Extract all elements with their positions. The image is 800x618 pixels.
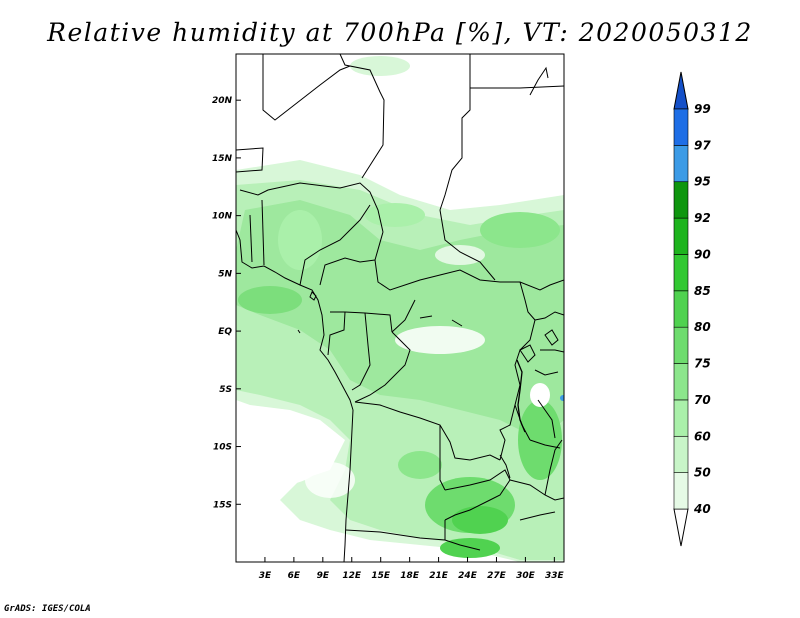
y-tick-label: EQ	[218, 327, 232, 337]
humidity-field	[236, 54, 564, 562]
x-tick-label: 33E	[545, 571, 565, 581]
x-axis-ticks: 3E 6E 9E 12E 15E 18E 21E 24E 27E 30E 33E	[259, 557, 565, 581]
map-title: Relative humidity at 700hPa [%], VT: 202…	[47, 18, 753, 47]
x-tick-label: 18E	[400, 571, 420, 581]
colorbar-segment	[673, 435, 689, 473]
colorbar-segment	[673, 472, 689, 510]
colorbar-label: 75	[694, 357, 711, 371]
colorbar-label: 92	[694, 211, 711, 225]
colorbar-label: 60	[694, 429, 711, 443]
x-tick-label: 30E	[516, 571, 536, 581]
colorbar-segment	[673, 399, 689, 437]
colorbar-over-triangle	[673, 71, 689, 110]
y-tick-label: 15N	[212, 154, 233, 164]
colorbar-segment	[673, 108, 689, 146]
colorbar: 40 50 60 70 75 80 85 90 92 95 97 99	[673, 71, 711, 547]
x-tick-label: 9E	[317, 571, 330, 581]
colorbar-segment	[673, 217, 689, 255]
y-tick-label: 10S	[213, 443, 232, 453]
colorbar-label: 97	[694, 138, 711, 152]
colorbar-label: 70	[694, 393, 711, 407]
colorbar-segment	[673, 145, 689, 183]
colorbar-label: 40	[693, 502, 711, 516]
colorbar-label: 95	[694, 175, 711, 189]
colorbar-label: 99	[694, 102, 711, 116]
y-tick-label: 10N	[212, 212, 233, 222]
colorbar-label: 85	[694, 284, 711, 298]
colorbar-label: 80	[694, 320, 711, 334]
colorbar-segment	[673, 363, 689, 401]
colorbar-segment	[673, 326, 689, 364]
x-tick-label: 24E	[458, 571, 478, 581]
map-frame	[235, 53, 565, 563]
y-axis-ticks: 20N 15N 10N 5N EQ 5S 10S 15S	[212, 96, 241, 510]
x-tick-label: 6E	[288, 571, 301, 581]
country-borders	[236, 54, 564, 562]
x-tick-label: 3E	[259, 571, 272, 581]
x-tick-label: 21E	[429, 571, 449, 581]
colorbar-segment	[673, 254, 689, 292]
colorbar-segment	[673, 290, 689, 328]
y-tick-label: 15S	[213, 500, 232, 510]
x-tick-label: 12E	[342, 571, 362, 581]
x-tick-label: 27E	[487, 571, 507, 581]
colorbar-label: 90	[694, 247, 711, 261]
colorbar-label: 50	[694, 466, 711, 480]
y-tick-label: 5N	[218, 269, 232, 279]
y-tick-label: 20N	[212, 96, 233, 106]
grads-credit: GrADS: IGES/COLA	[4, 604, 91, 614]
y-tick-label: 5S	[219, 385, 232, 395]
x-tick-label: 15E	[371, 571, 391, 581]
colorbar-segment	[673, 181, 689, 219]
colorbar-under-triangle	[673, 508, 689, 547]
